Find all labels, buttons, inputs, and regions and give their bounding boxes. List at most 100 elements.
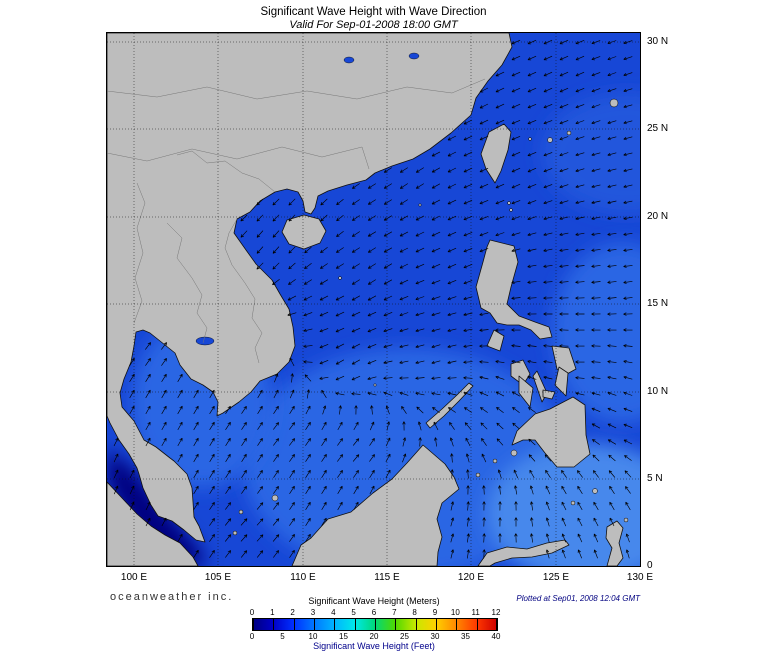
lon-label: 130 E: [626, 572, 654, 583]
land-mass: [480, 123, 512, 184]
border-line: [133, 182, 146, 324]
colorbar-tick: [436, 619, 437, 630]
lon-label: 105 E: [204, 572, 232, 583]
map-frame: [106, 32, 641, 567]
colorbar-tick: [416, 619, 417, 630]
colorbar-tick: [273, 619, 274, 630]
feet-tick-label: 30: [430, 632, 440, 641]
colorbar-tick: [314, 619, 315, 630]
land-mass: [291, 444, 460, 566]
colorbar-tick: [253, 619, 254, 630]
border-line: [107, 146, 370, 170]
feet-tick-label: 25: [400, 632, 409, 641]
lat-label: 5 N: [647, 473, 663, 484]
small-island: [507, 201, 511, 205]
lat-label: 25 N: [647, 123, 669, 134]
small-island: [492, 458, 498, 464]
wave-direction-arrows: [113, 39, 633, 559]
land-mass: [107, 481, 199, 566]
land-mass: [605, 520, 624, 566]
small-island: [592, 488, 598, 494]
feet-tick-label: 15: [339, 632, 348, 641]
land-mass: [551, 345, 577, 375]
land-mass: [510, 359, 531, 386]
meters-tick-label: 4: [331, 608, 336, 617]
land-mass: [486, 329, 505, 352]
small-island: [623, 517, 629, 523]
small-island: [609, 98, 619, 108]
colorbar-tick: [334, 619, 335, 630]
small-island: [547, 137, 553, 143]
meters-tick-label: 12: [491, 608, 501, 617]
lat-label: 30 N: [647, 36, 669, 47]
legend-meters-title: Significant Wave Height (Meters): [308, 596, 440, 606]
feet-tick-label: 40: [491, 632, 501, 641]
land-mass: [518, 375, 534, 408]
small-island: [475, 472, 481, 478]
meters-tick-label: 7: [392, 608, 397, 617]
feet-tick-label: 10: [308, 632, 318, 641]
chart-title: Significant Wave Height with Wave Direct…: [260, 6, 487, 18]
feet-tick-label: 20: [369, 632, 379, 641]
lat-label: 10 N: [647, 386, 669, 397]
colorbar-tick: [496, 619, 497, 630]
feet-tick-label: 0: [249, 632, 255, 641]
small-island: [509, 208, 513, 212]
meters-tick-label: 11: [471, 608, 480, 617]
lat-label: 20 N: [647, 211, 669, 222]
legend-colorbar: [252, 618, 498, 631]
small-island: [566, 130, 572, 136]
lon-label: 115 E: [374, 572, 400, 583]
small-island: [528, 137, 532, 141]
meters-tick-label: 9: [432, 608, 438, 617]
oceanweather-branding: oceanweather inc.: [110, 591, 234, 603]
land-mass: [281, 214, 327, 250]
border-line: [224, 218, 263, 364]
meters-tick-label: 3: [310, 608, 316, 617]
colorbar-tick: [456, 619, 457, 630]
colorbar-tick: [477, 619, 478, 630]
small-island: [418, 203, 422, 207]
small-island: [373, 383, 377, 387]
lake: [195, 336, 215, 346]
land-mass: [475, 239, 553, 340]
meters-tick-label: 5: [351, 608, 356, 617]
small-island: [510, 449, 518, 457]
lon-label: 100 E: [120, 572, 148, 583]
colorbar-tick: [395, 619, 396, 630]
colorbar-tick: [375, 619, 376, 630]
small-island: [238, 509, 244, 515]
land-mass: [554, 366, 569, 397]
land-mass: [477, 539, 570, 566]
lake: [408, 52, 420, 60]
lat-label: 0: [647, 560, 653, 571]
border-line: [107, 78, 486, 100]
colorbar-tick: [355, 619, 356, 630]
small-island: [338, 276, 342, 280]
land-mass: [511, 396, 591, 468]
meters-tick-label: 8: [412, 608, 417, 617]
meters-tick-label: 2: [290, 608, 295, 617]
land-mass: [107, 33, 513, 543]
small-island: [570, 500, 576, 506]
meters-tick-label: 1: [270, 608, 275, 617]
plotted-timestamp: Plotted at Sep01, 2008 12:04 GMT: [516, 594, 640, 603]
border-line: [166, 222, 208, 344]
colorbar-tick: [294, 619, 295, 630]
meters-tick-label: 6: [371, 608, 377, 617]
lon-label: 110 E: [290, 572, 316, 583]
lat-label: 15 N: [647, 298, 669, 309]
wave-map: [107, 33, 640, 566]
lon-label: 125 E: [542, 572, 570, 583]
lon-label: 120 E: [457, 572, 485, 583]
land-layer: [107, 33, 629, 566]
legend-feet-title: Significant Wave Height (Feet): [313, 641, 435, 651]
small-island: [271, 494, 279, 502]
small-island: [232, 530, 238, 536]
meters-tick-label: 0: [249, 608, 255, 617]
feet-tick-label: 35: [461, 632, 470, 641]
chart-subtitle: Valid For Sep-01-2008 18:00 GMT: [289, 19, 458, 31]
meters-tick-label: 10: [450, 608, 460, 617]
feet-tick-label: 5: [280, 632, 285, 641]
